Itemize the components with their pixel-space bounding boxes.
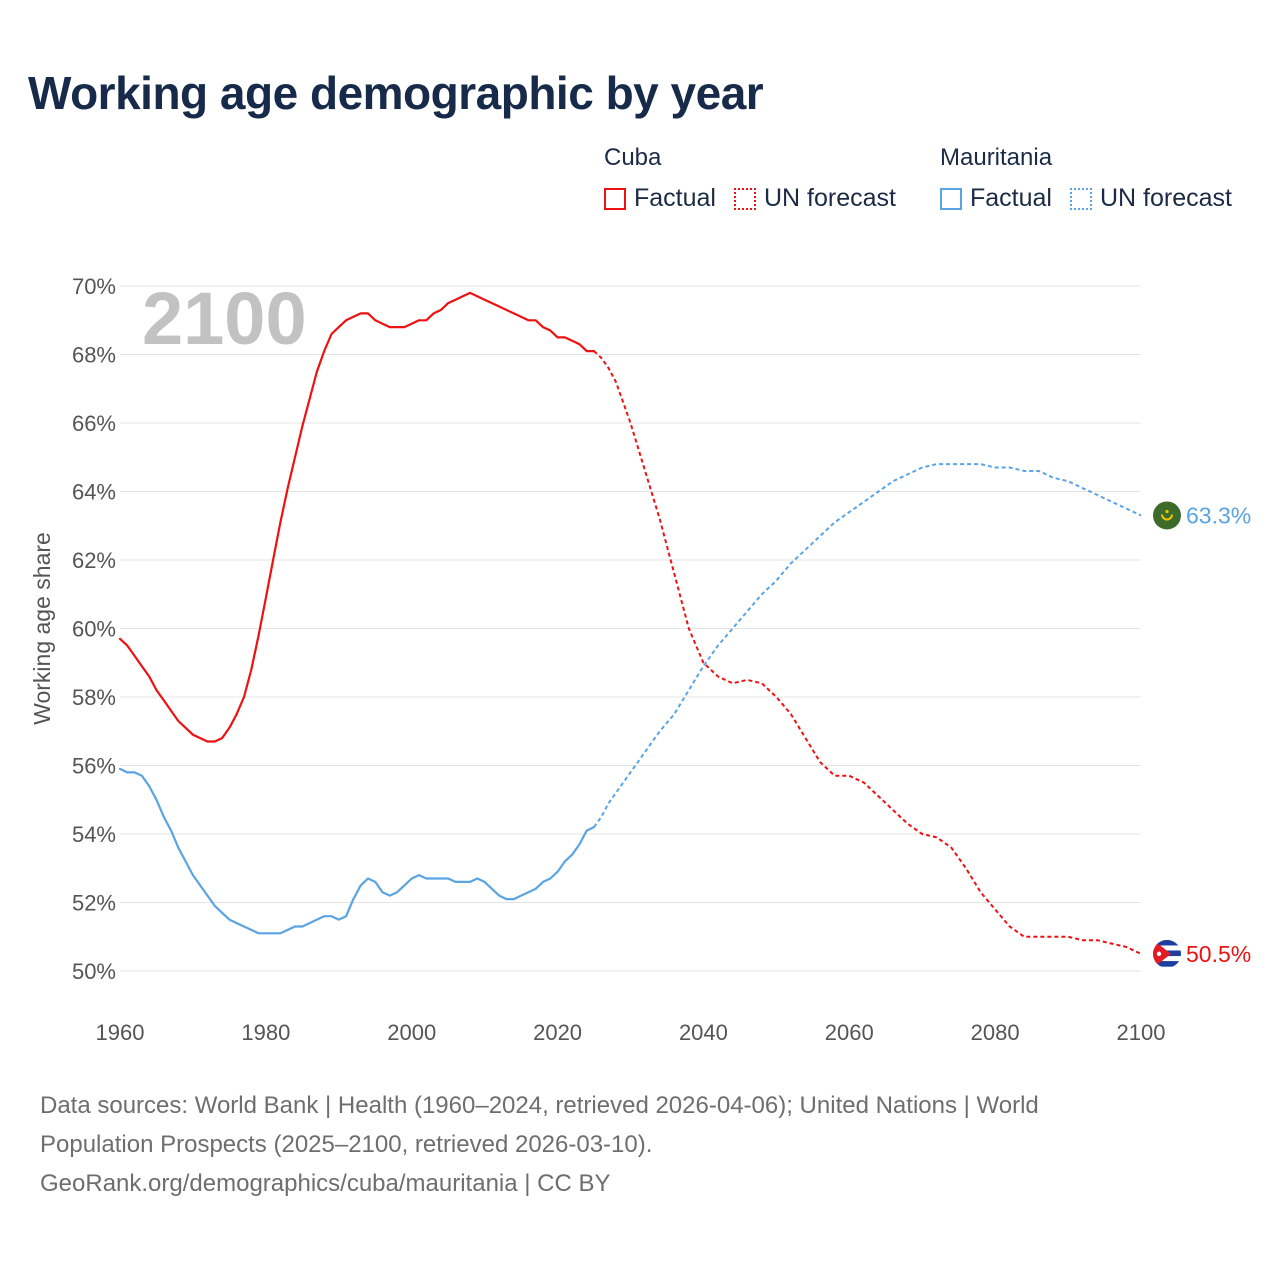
legend-label: UN forecast [1099, 184, 1232, 212]
legend-item-cuba-factual[interactable]: Factual [604, 184, 716, 213]
series-layer [118, 291, 1142, 955]
flag-crescent [1161, 514, 1173, 521]
x-tick-label: 2040 [679, 1020, 728, 1045]
x-tick-label: 1960 [96, 1020, 145, 1045]
y-tick-label: 52% [72, 891, 116, 916]
legend-label: Factual [634, 184, 716, 212]
mauritania-forecast-line [593, 463, 1142, 828]
y-tick-label: 58% [72, 685, 116, 710]
y-tick-label: 64% [72, 480, 116, 505]
mauritania-end-value-label: 63.3% [1186, 502, 1251, 528]
flag-stripe [1153, 961, 1181, 967]
y-tick-label: 62% [72, 548, 116, 573]
year-overlay: 2100 [142, 277, 307, 360]
x-tick-label: 2060 [825, 1020, 874, 1045]
flag-star [1165, 509, 1169, 514]
legend-group-mauritania: Mauritania Factual UN forecast [940, 144, 1250, 213]
x-tick-label: 2000 [387, 1020, 436, 1045]
line-chart: 50% 52% 54% 56% 58% 60% 62% 64% 66% 68% 70% 1960 198… [29, 274, 1251, 1045]
mauritania-flag-icon [1153, 501, 1181, 530]
y-axis-label: Working age share [29, 532, 55, 725]
footer-sources-line-2: Population Prospects (2025–2100, retriev… [40, 1131, 653, 1158]
flag-triangle [1153, 939, 1171, 968]
y-tick-label: 54% [72, 822, 116, 847]
x-tick-label: 2080 [971, 1020, 1020, 1045]
legend-group-name: Cuba [604, 144, 662, 171]
footer-attribution[interactable]: GeoRank.org/demographics/cuba/mauritania… [40, 1170, 611, 1197]
legend-group-cuba: Cuba Factual UN forecast [604, 144, 914, 213]
label-layer: 50.5% 63.3% [1153, 501, 1251, 968]
y-tick-label: 66% [72, 411, 116, 436]
flag-stripe [1153, 939, 1181, 946]
legend-item-cuba-forecast[interactable]: UN forecast [733, 184, 896, 213]
y-tick-label: 60% [72, 617, 116, 642]
legend-label: UN forecast [763, 184, 896, 212]
legend-group-name: Mauritania [940, 144, 1053, 171]
flag-field [1153, 501, 1181, 530]
cuba-end-value-label: 50.5% [1186, 941, 1251, 967]
legend-swatch-solid [604, 187, 626, 210]
legend-swatch-solid [940, 187, 962, 210]
legend-item-mauritania-forecast[interactable]: UN forecast [1069, 184, 1232, 213]
y-tick-label: 68% [72, 343, 116, 368]
x-tick-label: 2100 [1117, 1020, 1166, 1045]
legend-label: Factual [970, 184, 1052, 212]
page-title: Working age demographic by year [28, 67, 764, 119]
y-tick-label: 70% [72, 274, 116, 299]
flag-clip [1153, 939, 1181, 968]
x-tick-label: 1980 [241, 1020, 290, 1045]
footer: Data sources: World Bank | Health (1960–… [40, 1086, 1220, 1203]
y-tick-label: 56% [72, 754, 116, 779]
legend-swatch-dotted [733, 187, 756, 210]
mauritania-factual-line [118, 767, 596, 935]
legend-swatch-dotted [1069, 187, 1092, 210]
flag-star [1156, 951, 1162, 957]
grid-layer: 50% 52% 54% 56% 58% 60% 62% 64% 66% 68% 70% 1960 198… [29, 274, 1165, 1045]
legend-item-mauritania-factual[interactable]: Factual [940, 184, 1052, 213]
cuba-flag-icon [1153, 939, 1181, 968]
y-tick-label: 50% [72, 959, 116, 984]
cuba-factual-line [118, 291, 596, 743]
x-tick-label: 2020 [533, 1020, 582, 1045]
footer-sources-line-1: Data sources: World Bank | Health (1960–… [40, 1092, 1039, 1119]
cuba-forecast-line [593, 350, 1142, 955]
